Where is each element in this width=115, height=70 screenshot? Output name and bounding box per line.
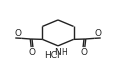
Text: N: N — [54, 48, 61, 57]
Text: HCl: HCl — [43, 51, 59, 60]
Text: O: O — [14, 29, 21, 38]
Text: H: H — [61, 48, 66, 57]
Text: O: O — [94, 29, 101, 38]
Text: O: O — [80, 48, 87, 57]
Text: O: O — [28, 48, 35, 57]
